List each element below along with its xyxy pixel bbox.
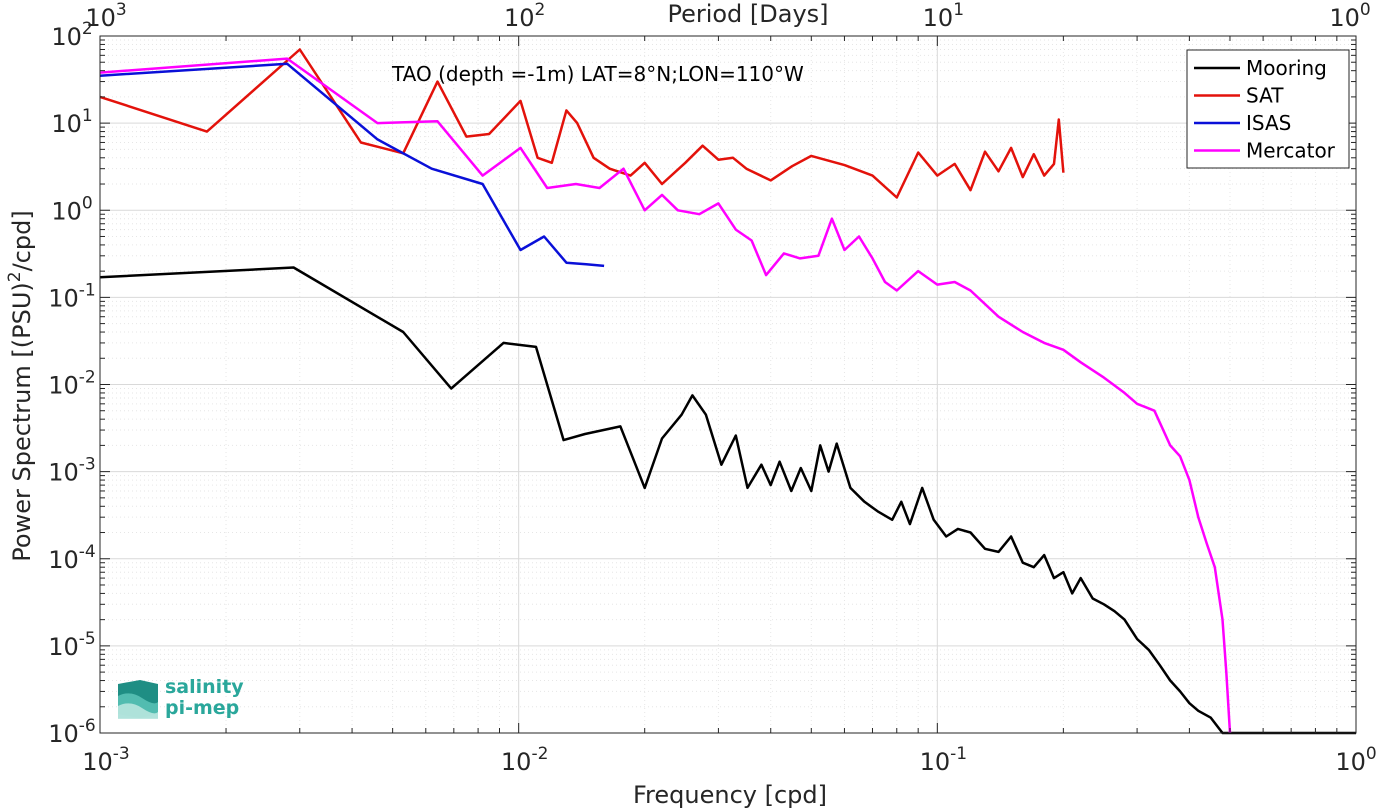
y-tick-label: 10-6 <box>48 716 96 748</box>
chart-title: TAO (depth =-1m) LAT=8°N;LON=110°W <box>391 62 804 86</box>
y-tick-label: 100 <box>51 193 92 225</box>
series-line-sat <box>99 48 1065 199</box>
y-tick-label: 10-4 <box>48 542 96 574</box>
logo-text-line2: pi-mep <box>165 697 239 719</box>
y-axis-label: Power Spectrum [(PSU)2/cpd] <box>5 210 36 561</box>
salinity-pi-mep-logo: salinity pi-mep <box>118 676 244 719</box>
y-tick-label: 10-5 <box>48 629 96 661</box>
y-tick-label: 101 <box>51 106 92 138</box>
legend-label-mooring: Mooring <box>1246 56 1327 80</box>
legend-label-isas: ISAS <box>1246 111 1291 135</box>
y-axis-label-part1: Power Spectrum [(PSU) <box>8 282 36 561</box>
logo-wave-icon-3 <box>118 703 158 719</box>
top-tick-label: 100 <box>1329 0 1370 32</box>
y-tick-label: 10-1 <box>48 280 96 312</box>
y-tick-label: 10-2 <box>48 368 96 400</box>
x-tick-labels: 10-3 10-2 10-1 100 <box>82 744 1376 776</box>
legend-label-mercator: Mercator <box>1246 139 1336 163</box>
y-axis-label-sup: 2 <box>5 271 25 282</box>
y-tick-label: 10-3 <box>48 455 96 487</box>
y-tick-label: 102 <box>51 19 92 51</box>
top-tick-label: 101 <box>923 0 964 32</box>
y-tick-labels: 10-6 10-5 10-4 10-3 10-2 10-1 100 101 102 <box>48 19 96 748</box>
x-tick-label: 10-2 <box>501 744 549 776</box>
top-tick-label: 103 <box>85 0 126 32</box>
series-line-mooring <box>99 266 1356 735</box>
tick-marks <box>99 35 1357 734</box>
top-axis-label: Period [Days] <box>667 0 828 28</box>
grid <box>99 36 1356 734</box>
series-line-mercator <box>99 57 1232 734</box>
y-axis-label-part2: /cpd] <box>8 210 36 271</box>
top-tick-label: 102 <box>504 0 545 32</box>
x-tick-label: 10-1 <box>920 744 968 776</box>
series-lines <box>99 48 1356 735</box>
x-tick-label: 100 <box>1335 744 1376 776</box>
legend-box <box>1186 49 1350 169</box>
series-line-isas <box>99 62 605 268</box>
top-tick-labels: 103 102 101 100 <box>85 0 1370 32</box>
x-axis-label: Frequency [cpd] <box>633 781 827 809</box>
legend-label-sat: SAT <box>1246 84 1284 108</box>
logo-text-line1: salinity <box>165 676 244 698</box>
legend: Mooring SAT ISAS Mercator <box>1186 49 1350 169</box>
x-tick-label: 10-3 <box>82 744 130 776</box>
